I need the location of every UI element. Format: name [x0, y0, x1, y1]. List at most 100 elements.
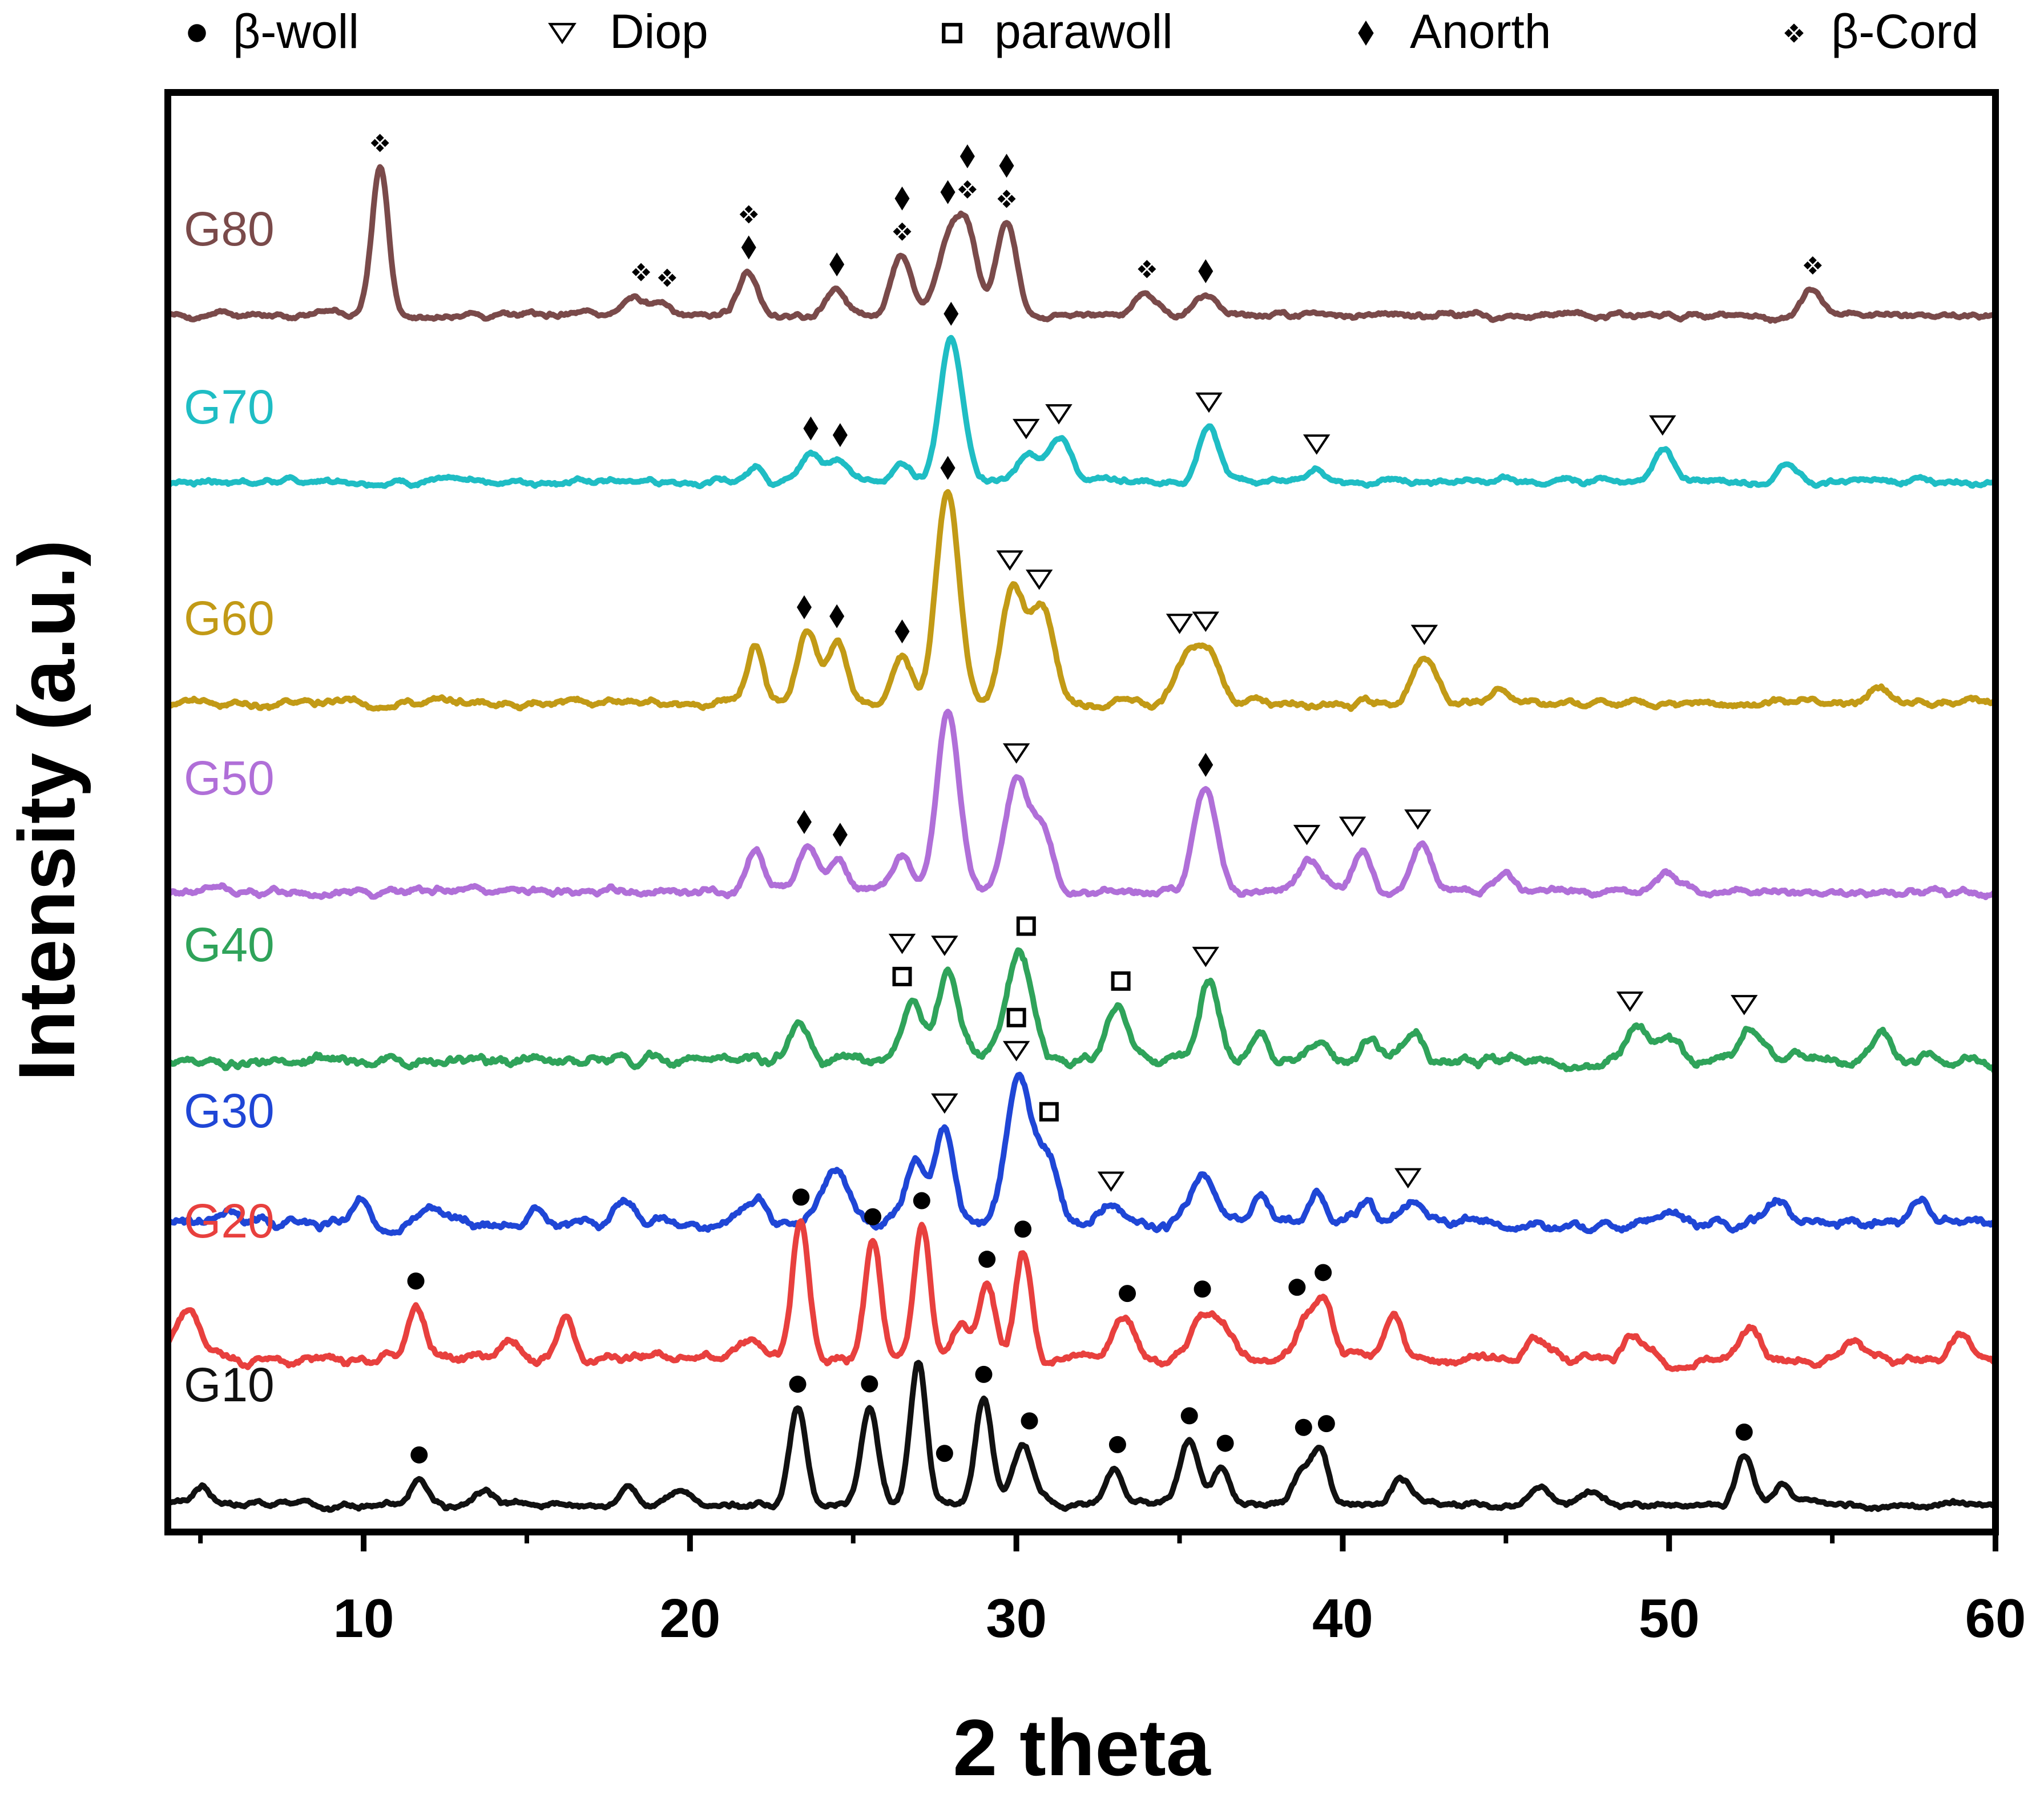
anorth-symbol-icon: [796, 810, 812, 834]
parawoll-symbol-icon: [892, 966, 912, 986]
parawoll-symbol-icon: [1039, 1102, 1059, 1122]
woll-symbol-icon: [188, 24, 206, 42]
series-label-g20: G20: [184, 1194, 275, 1248]
woll-symbol-icon: [1317, 1415, 1335, 1433]
peak-marker: [1198, 259, 1214, 284]
peak-marker: [658, 268, 676, 287]
anorth-symbol-icon: [796, 595, 812, 619]
anorth-symbol-icon: [829, 252, 845, 277]
anorth-symbol-icon: [959, 144, 975, 168]
peak-marker: [1394, 1168, 1422, 1189]
series-label-g10: G10: [184, 1358, 275, 1412]
peak-marker: [1339, 816, 1366, 837]
woll-symbol-icon: [1216, 1434, 1234, 1452]
peak-marker: [1021, 1412, 1038, 1430]
parawoll-symbol-icon: [1006, 1007, 1026, 1027]
peak-marker: [1016, 916, 1036, 936]
cord-symbol-icon: [893, 222, 912, 241]
woll-symbol-icon: [978, 1251, 996, 1268]
legend-label: β-Cord: [1831, 5, 1978, 58]
woll-symbol-icon: [789, 1376, 807, 1393]
trace-g40: [165, 947, 1998, 1074]
peak-marker: [832, 823, 848, 847]
peak-marker: [1097, 1171, 1125, 1192]
diop-symbol-icon: [1166, 614, 1194, 634]
peak-marker: [1045, 404, 1073, 425]
peak-marker: [632, 263, 651, 281]
peak-marker: [1288, 1279, 1306, 1296]
anorth-symbol-icon: [832, 423, 848, 448]
peak-marker: [1166, 614, 1194, 634]
trace-g10: [165, 1360, 1998, 1513]
peak-marker: [996, 550, 1023, 571]
cord-symbol-icon: [632, 263, 651, 281]
peak-marker: [893, 186, 912, 241]
peak-marker: [796, 810, 812, 834]
parawoll-symbol-icon: [1111, 971, 1131, 991]
diop-symbol-icon: [1192, 611, 1220, 632]
series-traces: [165, 164, 1998, 1513]
x-tick-label: 60: [1965, 1588, 2026, 1649]
diop-symbol-icon: [996, 550, 1023, 571]
woll-symbol-icon: [1194, 1280, 1211, 1298]
series-labels: G80 G70 G60 G50 G40 G30 G20 G10: [184, 202, 275, 1412]
peak-marker: [958, 144, 977, 199]
series-label-g80: G80: [184, 202, 275, 256]
peak-marker: [931, 936, 958, 956]
anorth-symbol-icon: [940, 455, 956, 480]
parawoll-symbol-icon: [942, 23, 962, 43]
peak-marker: [410, 1446, 428, 1464]
legend-item-woll: β-woll: [188, 5, 359, 58]
legend: β-woll Diop parawoll Anorth β-Cord: [188, 5, 1978, 58]
anorth-symbol-icon: [1358, 20, 1374, 46]
anorth-symbol-icon: [829, 604, 845, 628]
peak-marker: [832, 423, 848, 448]
peak-marker: [894, 619, 910, 644]
anorth-symbol-icon: [999, 154, 1014, 178]
peak-marker: [1803, 256, 1822, 275]
series-label-g50: G50: [184, 751, 275, 805]
peak-marker: [1616, 991, 1644, 1012]
woll-symbol-icon: [936, 1445, 953, 1462]
x-tick-label: 40: [1312, 1588, 1373, 1649]
anorth-symbol-icon: [1198, 753, 1214, 777]
peak-marker: [975, 1365, 993, 1383]
woll-symbol-icon: [1180, 1407, 1198, 1425]
legend-label: β-woll: [233, 5, 359, 58]
peak-marker: [978, 1251, 996, 1268]
woll-symbol-icon: [1288, 1279, 1306, 1296]
plot-frame: [164, 89, 1999, 1535]
cord-symbol-icon: [370, 134, 389, 152]
peak-marker: [792, 1188, 810, 1206]
trace-g60: [165, 489, 1998, 712]
trace-g50: [165, 708, 1998, 901]
peak-marker: [796, 595, 812, 619]
peak-marker: [936, 1445, 953, 1462]
series-label-g30: G30: [184, 1084, 275, 1138]
diop-symbol-icon: [1045, 404, 1073, 425]
series-label-g60: G60: [184, 591, 275, 645]
peak-marker: [997, 154, 1016, 208]
diop-symbol-icon: [1730, 995, 1758, 1015]
anorth-symbol-icon: [894, 186, 910, 211]
anorth-symbol-icon: [944, 301, 959, 326]
x-axis-title: 2 theta: [953, 1703, 1211, 1792]
trace-g70: [165, 334, 1998, 490]
peak-marker: [1002, 743, 1030, 764]
peak-marker: [829, 604, 845, 628]
peak-marker: [864, 1208, 882, 1225]
x-tick-label: 50: [1639, 1588, 1700, 1649]
phase-markers: [370, 134, 1822, 1464]
peak-marker: [407, 1272, 425, 1290]
peak-marker: [789, 1376, 807, 1393]
peak-marker: [1216, 1434, 1234, 1452]
peak-marker: [1730, 995, 1758, 1015]
peak-marker: [1735, 1424, 1753, 1441]
x-tick-label: 30: [986, 1588, 1047, 1649]
diop-symbol-icon: [1013, 418, 1040, 440]
peak-marker: [1404, 809, 1432, 830]
woll-symbol-icon: [1021, 1412, 1038, 1430]
cord-symbol-icon: [1138, 260, 1156, 279]
woll-symbol-icon: [864, 1208, 882, 1225]
